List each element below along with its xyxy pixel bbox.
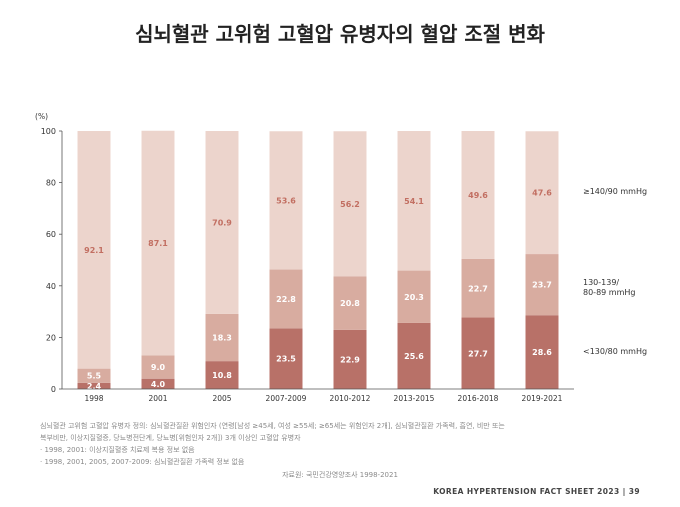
legend-mid-line2: 80-89 mmHg <box>583 288 636 297</box>
bar-segment <box>205 361 239 389</box>
bar-segment <box>397 270 431 323</box>
source-note: 자료원: 국민건강영양조사 1998-2021 <box>282 471 398 479</box>
bar-segment <box>141 130 175 356</box>
bar-segment <box>333 329 367 389</box>
bar-segment <box>269 269 303 329</box>
footnote-line3: · 1998, 2001: 이상지질혈증 치료제 복용 정보 없음 <box>40 446 195 454</box>
page-title: 심뇌혈관 고위험 고혈압 유병자의 혈압 조절 변화 <box>135 22 545 46</box>
y-tick-label: 40 <box>46 282 56 291</box>
legend-high: ≥140/90 mmHg <box>583 187 648 196</box>
bar-segment <box>461 131 495 259</box>
x-tick-label: 2010-2012 <box>330 394 371 403</box>
bar-segment <box>77 368 111 383</box>
bar-segment <box>205 131 239 314</box>
x-tick-label: 2013-2015 <box>394 394 435 403</box>
data-label: 2.4 <box>87 382 102 391</box>
data-label: 70.9 <box>212 218 232 227</box>
data-label: 28.6 <box>532 348 552 357</box>
bar-segment <box>525 315 559 389</box>
data-label: 10.8 <box>212 371 232 380</box>
bar-segment <box>269 131 303 270</box>
legend-mid-line1: 130-139/ <box>583 278 620 287</box>
y-tick-label: 0 <box>51 385 56 394</box>
footnote-line2: 복부비만, 이상지질혈증, 당뇨병전단계, 당뇨병[위험인자 2개]) 3개 이… <box>40 434 301 442</box>
data-label: 92.1 <box>84 246 104 255</box>
data-label: 87.1 <box>148 239 168 248</box>
legend-mid: 130-139/ 80-89 mmHg <box>583 278 635 298</box>
data-label: 47.6 <box>532 189 552 198</box>
data-label: 49.6 <box>468 191 488 200</box>
data-label: 20.3 <box>404 293 424 302</box>
x-tick-label: 2016-2018 <box>458 394 499 403</box>
data-label: 54.1 <box>404 197 424 206</box>
footnote-line1: 심뇌혈관 고위험 고혈압 유병자 정의: 심뇌혈관질환 위험인자 (연령[남성 … <box>40 422 505 430</box>
bar-segment <box>77 382 111 389</box>
data-label: 23.5 <box>276 355 296 364</box>
bar-segment <box>461 317 495 389</box>
data-label: 27.7 <box>468 349 488 358</box>
data-label: 9.0 <box>151 363 166 372</box>
y-tick-label: 60 <box>46 230 56 239</box>
data-label: 22.9 <box>340 355 360 364</box>
page-footer: KOREA HYPERTENSION FACT SHEET 2023 | 39 <box>433 487 640 496</box>
x-tick-label: 1998 <box>84 394 103 403</box>
data-label: 22.8 <box>276 295 296 304</box>
data-label: 23.7 <box>532 281 552 290</box>
bar-segment <box>525 131 559 255</box>
x-tick-label: 2005 <box>212 394 231 403</box>
y-tick-label: 80 <box>46 179 56 188</box>
bar-segment <box>461 258 495 318</box>
x-tick-label: 2007-2009 <box>266 394 307 403</box>
bar-segment <box>269 328 303 389</box>
x-tick-label: 2001 <box>148 394 167 403</box>
bar-segment <box>525 254 559 316</box>
bar-segment <box>333 276 367 330</box>
data-label: 22.7 <box>468 284 488 293</box>
footnote-line4: · 1998, 2001, 2005, 2007-2009: 심뇌혈관질환 가족… <box>40 458 245 466</box>
bar-segment <box>397 131 431 271</box>
data-label: 56.2 <box>340 200 360 209</box>
y-axis-unit: (%) <box>35 112 48 121</box>
y-tick-label: 100 <box>41 127 56 136</box>
bar-segment <box>77 131 111 369</box>
y-tick-label: 20 <box>46 333 56 342</box>
data-label: 20.8 <box>340 299 360 308</box>
legend-low: <130/80 mmHg <box>583 347 648 356</box>
data-label: 18.3 <box>212 334 232 343</box>
data-label: 5.5 <box>87 372 102 381</box>
bar-segment <box>141 378 175 389</box>
bar-segment <box>141 355 175 379</box>
data-label: 53.6 <box>276 196 296 205</box>
data-label: 25.6 <box>404 352 424 361</box>
data-label: 4.0 <box>151 380 166 389</box>
x-tick-label: 2019-2021 <box>522 394 563 403</box>
bar-segment <box>205 313 239 362</box>
bar-segment <box>397 322 431 389</box>
bar-segment <box>333 131 367 277</box>
